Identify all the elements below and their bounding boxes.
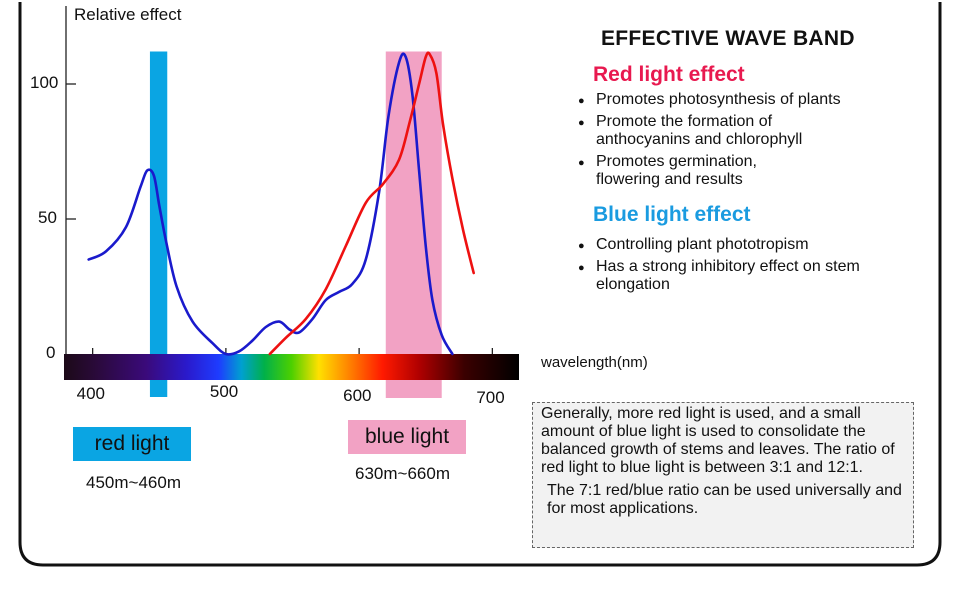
section-title: EFFECTIVE WAVE BAND [601, 27, 855, 50]
note-paragraph: Generally, more red light is used, and a… [541, 405, 895, 476]
red-light-label: red light [73, 427, 191, 461]
red-effect-list: Promotes photosynthesis of plants Promot… [578, 91, 908, 193]
blue-response-curve [87, 52, 454, 356]
red-effect-item: Promotes photosynthesis of plants [578, 91, 908, 110]
blue-light-range: 630m~660m [355, 464, 450, 483]
blue-light-label: blue light [348, 420, 466, 454]
x-tick-label: 400 [76, 384, 106, 403]
x-tick-label: 500 [209, 382, 239, 401]
red-light-range: 450m~460m [86, 473, 181, 492]
blue-light-effect-heading: Blue light effect [593, 203, 751, 226]
wave-band-0 [149, 51, 168, 397]
red-effect-item: Promote the formation of anthocyanins an… [578, 113, 836, 149]
spectrum-bar [64, 354, 519, 380]
red-effect-item: Promotes germination, flowering and resu… [578, 153, 816, 189]
highlight-bands [149, 51, 442, 398]
y-tick-label: 100 [30, 73, 59, 92]
x-tick-label: 600 [343, 386, 372, 405]
y-tick-label: 0 [46, 343, 56, 362]
curves [87, 51, 475, 356]
red-light-effect-heading: Red light effect [593, 63, 745, 86]
red-response-curve [268, 51, 475, 356]
ratio-note: Generally, more red light is used, and a… [532, 402, 914, 548]
blue-effect-list: Controlling plant phototropism Has a str… [578, 236, 908, 298]
blue-effect-item: Controlling plant phototropism [578, 236, 908, 255]
note-paragraph: The 7:1 red/blue ratio can be used unive… [547, 482, 902, 517]
x-tick-label: 700 [476, 388, 505, 407]
y-axis-label: Relative effect [74, 5, 182, 24]
blue-effect-item: Has a strong inhibitory effect on stem e… [578, 258, 866, 294]
y-tick-label: 50 [38, 208, 57, 227]
x-axis-label: wavelength(nm) [541, 354, 648, 371]
